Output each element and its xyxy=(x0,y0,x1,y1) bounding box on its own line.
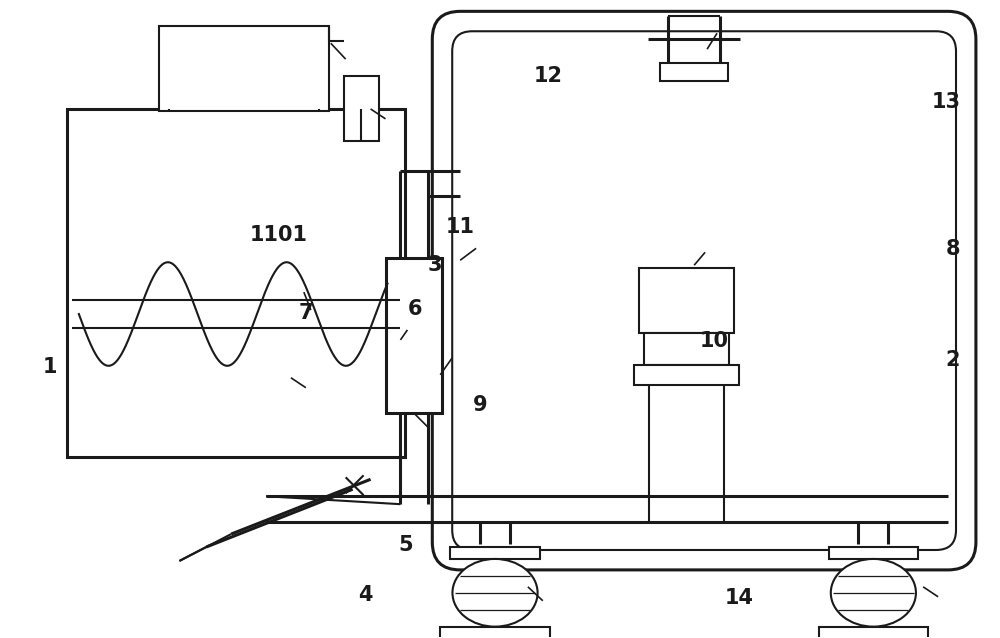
FancyBboxPatch shape xyxy=(432,11,976,570)
Bar xyxy=(644,333,729,365)
Bar xyxy=(660,63,728,81)
Bar xyxy=(450,547,540,559)
Text: 3: 3 xyxy=(428,255,443,275)
Text: 13: 13 xyxy=(932,92,961,112)
Bar xyxy=(829,547,918,559)
Bar xyxy=(440,627,550,638)
Text: 10: 10 xyxy=(700,331,729,352)
Bar xyxy=(639,268,734,333)
Text: 9: 9 xyxy=(473,395,487,415)
Text: 6: 6 xyxy=(408,299,423,320)
Text: 4: 4 xyxy=(358,585,373,605)
Ellipse shape xyxy=(831,559,916,627)
Text: 11: 11 xyxy=(446,217,475,237)
Bar xyxy=(634,365,739,385)
Text: 5: 5 xyxy=(398,535,413,554)
Text: 1101: 1101 xyxy=(250,225,308,245)
Text: 8: 8 xyxy=(946,239,960,259)
Bar xyxy=(819,627,928,638)
Bar xyxy=(386,258,442,413)
Text: 2: 2 xyxy=(946,350,960,370)
Text: 12: 12 xyxy=(533,66,562,86)
Text: 14: 14 xyxy=(724,588,753,609)
Bar xyxy=(344,76,379,141)
Bar xyxy=(159,26,329,111)
Ellipse shape xyxy=(452,559,538,627)
Bar xyxy=(67,109,405,457)
Text: 7: 7 xyxy=(299,302,313,323)
Text: 1: 1 xyxy=(43,357,57,376)
